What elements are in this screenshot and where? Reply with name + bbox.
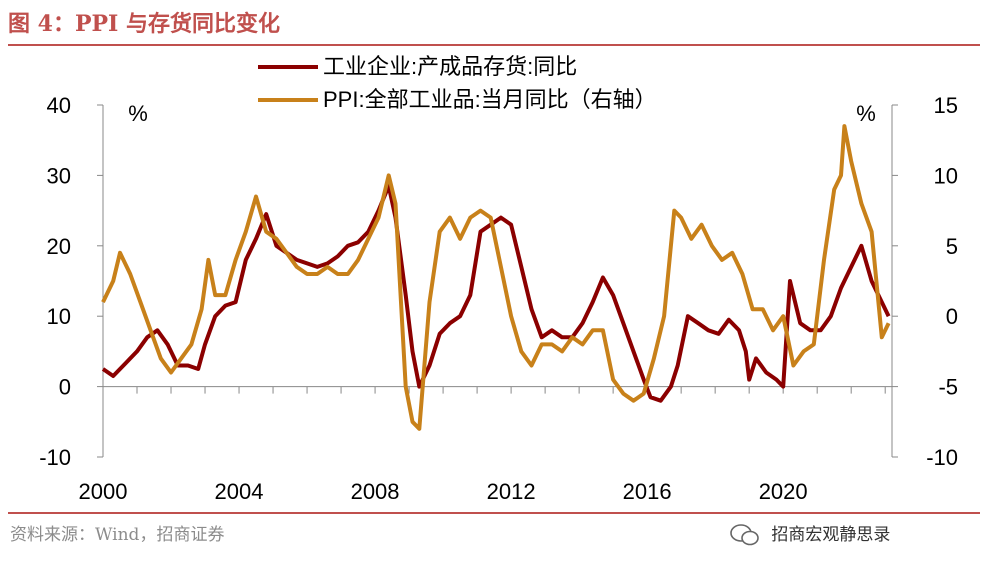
- series-line-2: [101, 124, 891, 431]
- axes: -10 0 10 20 30 40 -10 -5 0 5 10 15 2000 2004 2008 2012 2…: [39, 93, 958, 504]
- wechat-icon: [730, 524, 759, 546]
- y-left-tick-label: 40: [47, 93, 71, 118]
- title-divider: [8, 44, 980, 46]
- y-right-tick-label: 0: [946, 304, 958, 329]
- y-right-tick-label: 15: [934, 93, 958, 118]
- series-line-1: [101, 184, 891, 403]
- y-right-tick-label: 10: [934, 163, 958, 188]
- chart: -10 0 10 20 30 40 -10 -5 0 5 10 15 2000 2004 2008 2012 2…: [39, 54, 958, 504]
- y-left-unit: %: [128, 101, 148, 126]
- y-left-tick-label: 10: [47, 304, 71, 329]
- y-right-tick-label: -10: [926, 445, 958, 470]
- x-tick-label: 2020: [759, 479, 808, 504]
- y-left-tick-label: -10: [39, 445, 71, 470]
- x-tick-label: 2000: [79, 479, 128, 504]
- legend: 工业企业:产成品存货:同比 PPI:全部工业品:当月同比（右轴）: [258, 54, 657, 112]
- series-lines: [101, 124, 891, 431]
- watermark: 招商宏观静思录: [730, 520, 890, 546]
- x-tick-label: 2012: [487, 479, 536, 504]
- y-right-unit: %: [856, 101, 876, 126]
- source-note: 资料来源：Wind，招商证券: [10, 525, 225, 545]
- x-tick-label: 2016: [623, 479, 672, 504]
- y-left-tick-label: 20: [47, 234, 71, 259]
- figure-title: 图 4：PPI 与存货同比变化: [8, 11, 281, 37]
- x-tick-label: 2004: [215, 479, 264, 504]
- legend-label-2: PPI:全部工业品:当月同比（右轴）: [323, 87, 657, 112]
- y-right-tick-label: -5: [938, 375, 958, 400]
- y-left-tick-label: 0: [59, 375, 71, 400]
- footer-divider: [8, 512, 980, 514]
- legend-label-1: 工业企业:产成品存货:同比: [323, 54, 577, 79]
- y-right-tick-label: 5: [946, 234, 958, 259]
- watermark-text: 招商宏观静思录: [771, 525, 891, 545]
- y-left-tick-label: 30: [47, 163, 71, 188]
- x-tick-label: 2008: [351, 479, 400, 504]
